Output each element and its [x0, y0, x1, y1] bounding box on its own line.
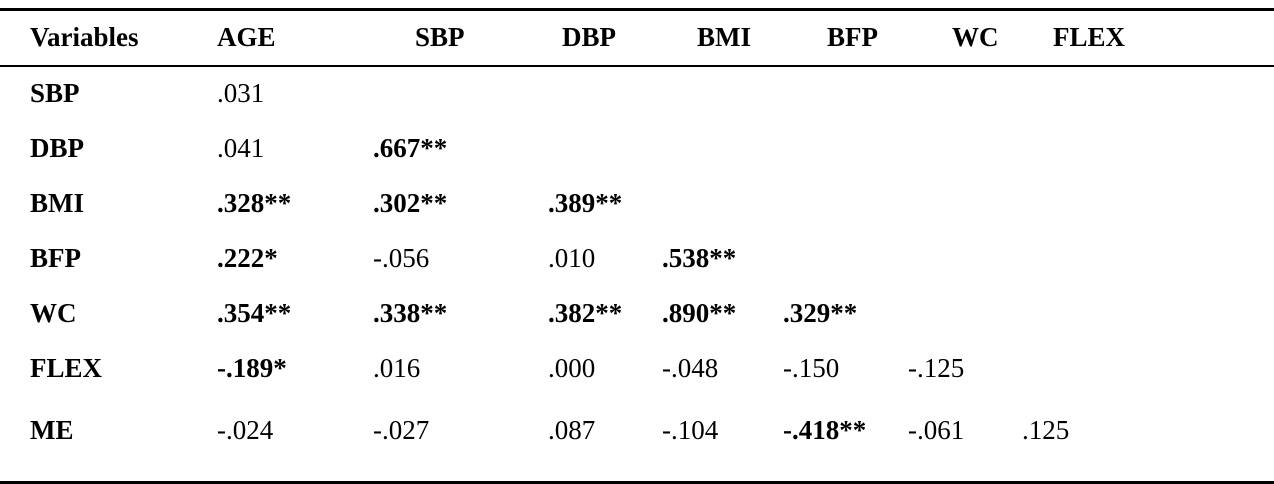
correlation-cell: .338**	[373, 297, 448, 328]
correlation-cell	[542, 66, 656, 121]
row-header: BMI	[30, 187, 84, 218]
correlation-cell	[777, 176, 902, 231]
correlation-cell: -.061	[908, 415, 965, 445]
correlation-cell: .087	[548, 415, 596, 445]
correlation-cell: -.048	[662, 352, 719, 383]
correlation-cell: .389**	[548, 187, 623, 218]
correlation-cell: -.418**	[783, 415, 867, 445]
row-header: SBP	[30, 78, 80, 108]
correlation-cell: .041	[217, 132, 265, 163]
correlation-cell: .016	[373, 352, 421, 383]
correlation-cell: .125	[1022, 415, 1070, 445]
correlation-cell	[777, 121, 902, 176]
row-header: DBP	[30, 132, 84, 163]
correlation-cell: .890**	[662, 297, 737, 328]
correlation-cell: -.150	[783, 352, 840, 383]
correlation-cell: .538**	[662, 242, 737, 273]
correlation-cell: .329**	[783, 297, 858, 328]
correlation-cell	[902, 66, 1016, 121]
correlation-cell: .222*	[217, 242, 278, 273]
column-header-dbp: DBP	[562, 22, 616, 53]
correlation-cell: -.125	[908, 352, 965, 383]
correlation-cell	[656, 121, 777, 176]
correlation-cell: .328**	[217, 187, 292, 218]
correlation-cell	[902, 176, 1016, 231]
table-row-bfp: BFP .222* -.056 .010 .538**	[0, 231, 1274, 286]
correlation-cell	[1016, 341, 1274, 396]
correlation-table: Variables AGE SBP DBP BMI BFP WC FLEX SB…	[0, 8, 1274, 484]
column-header-age: AGE	[217, 22, 276, 53]
row-header: WC	[30, 297, 77, 328]
correlation-cell	[777, 66, 902, 121]
table-row-wc: WC .354** .338** .382** .890** .329**	[0, 286, 1274, 341]
correlation-cell	[367, 66, 542, 121]
column-header-bfp: BFP	[827, 22, 878, 53]
row-header: BFP	[30, 242, 81, 273]
correlation-cell: .000	[548, 352, 596, 383]
correlation-cell	[1016, 231, 1274, 286]
correlation-cell: .667**	[373, 132, 448, 163]
correlation-cell: -.024	[217, 415, 274, 445]
table-row-sbp: SBP .031	[0, 66, 1274, 121]
correlation-cell	[902, 286, 1016, 341]
table-row-bmi: BMI .328** .302** .389**	[0, 176, 1274, 231]
correlation-cell	[656, 66, 777, 121]
correlation-cell: .302**	[373, 187, 448, 218]
correlation-cell	[656, 176, 777, 231]
correlation-cell: -.056	[373, 242, 430, 273]
correlation-cell	[1016, 121, 1274, 176]
correlation-cell: .382**	[548, 297, 623, 328]
correlation-cell	[902, 231, 1016, 286]
column-header-bmi: BMI	[697, 22, 751, 53]
correlation-cell: -.189*	[217, 352, 287, 383]
correlation-cell: .010	[548, 242, 596, 273]
correlation-cell	[542, 121, 656, 176]
table-row-dbp: DBP .041 .667**	[0, 121, 1274, 176]
correlation-cell: -.104	[662, 415, 719, 445]
column-header-wc: WC	[952, 22, 999, 53]
row-header: FLEX	[30, 352, 103, 383]
table-row-flex: FLEX -.189* .016 .000 -.048 -.150 -.125	[0, 341, 1274, 396]
correlation-cell	[1016, 66, 1274, 121]
correlation-cell: -.027	[373, 415, 430, 445]
correlation-cell	[1016, 176, 1274, 231]
correlation-cell	[1016, 286, 1274, 341]
row-header: ME	[30, 415, 74, 445]
correlation-cell	[777, 231, 902, 286]
column-header-variables: Variables	[30, 22, 139, 53]
column-header-flex: FLEX	[1053, 22, 1126, 53]
correlation-cell	[902, 121, 1016, 176]
correlation-cell: .354**	[217, 297, 292, 328]
column-header-sbp: SBP	[415, 22, 465, 53]
correlation-cell: .031	[217, 78, 265, 108]
header-row: Variables AGE SBP DBP BMI BFP WC FLEX	[0, 10, 1274, 66]
table-row-me: ME -.024 -.027 .087 -.104 -.418** -.061 …	[0, 396, 1274, 483]
